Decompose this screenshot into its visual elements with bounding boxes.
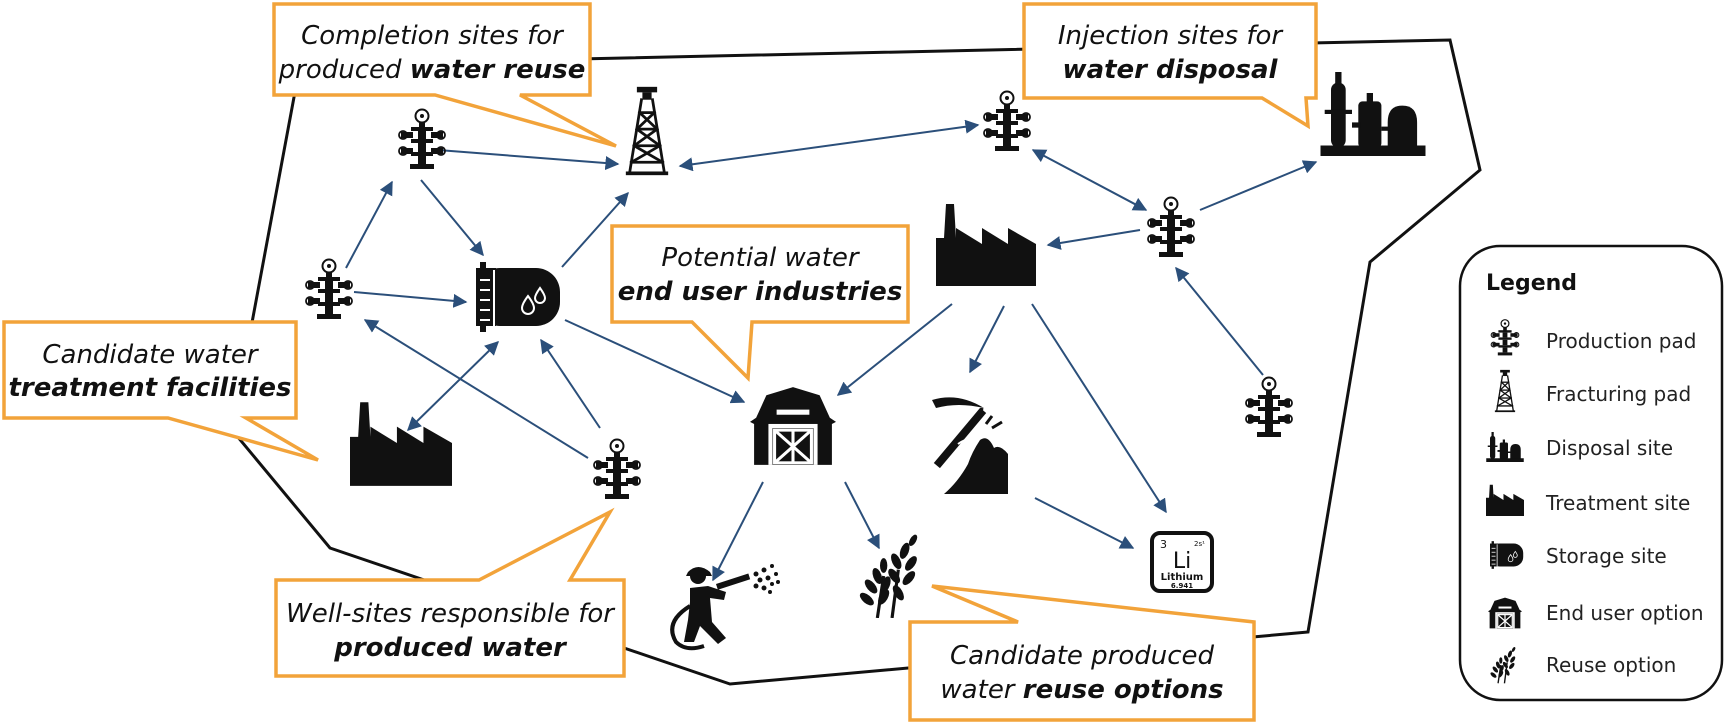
lithium-element-icon[interactable]: 3 2s¹ Li Lithium 6.941: [1150, 531, 1214, 593]
arrow: [540, 338, 601, 429]
arrow: [712, 481, 764, 582]
arrow: [561, 191, 629, 268]
refinery-icon[interactable]: [1320, 72, 1426, 156]
callout-box-wellsites: [274, 507, 626, 678]
arrow: [345, 180, 393, 269]
callout-wellsites-line2: produced water: [333, 633, 568, 663]
legend-label-enduser: End user option: [1546, 601, 1704, 625]
legend: Legend Production pad Fracturing pad Dis…: [1458, 244, 1724, 702]
callout-enduser-line1: Potential water: [661, 243, 860, 273]
legend-box: [1458, 244, 1724, 702]
legend-label-disposal: Disposal site: [1546, 436, 1673, 460]
callout-box-treatment: [2, 320, 319, 462]
callout-box-enduser: [610, 224, 910, 382]
legend-label-production: Production pad: [1546, 329, 1696, 353]
callout-wellsites-line1: Well-sites responsible for: [286, 599, 616, 629]
legend-label-treatment: Treatment site: [1545, 491, 1690, 515]
arrow: [1175, 266, 1264, 376]
callout-box-completion: [272, 2, 617, 148]
callout-treatment-line2: treatment facilities: [8, 373, 291, 403]
map-icons: 3 2s¹ Li Lithium 6.941: [305, 72, 1426, 648]
arrow: [1031, 149, 1148, 211]
pickaxe-icon[interactable]: [930, 395, 1010, 494]
wellhead-icon[interactable]: [1147, 196, 1195, 258]
arrow: [969, 305, 1005, 374]
arrow: [1031, 303, 1167, 514]
wellhead-icon[interactable]: [983, 90, 1031, 152]
arrow: [564, 319, 746, 404]
wellhead-icon[interactable]: [593, 438, 641, 500]
legend-label-fracturing: Fracturing pad: [1546, 382, 1691, 406]
legend-label-reuse: Reuse option: [1546, 653, 1676, 677]
region-boundary: [230, 38, 1482, 686]
callout-completion-line2: produced water reuse: [278, 55, 586, 85]
firefighter-icon[interactable]: [672, 564, 780, 648]
arrow: [353, 291, 468, 308]
arrow: [363, 319, 589, 459]
arrow: [406, 341, 500, 431]
legend-tank-icon: [1490, 541, 1524, 569]
callout-injection-line2: water disposal: [1063, 55, 1279, 85]
callout-texts: Completion sites for produced water reus…: [8, 21, 1284, 705]
arrow: [844, 481, 880, 550]
arrow: [678, 119, 980, 172]
arrow: [1046, 229, 1141, 250]
arrow: [437, 149, 620, 171]
callouts: [2, 2, 1318, 722]
arrow: [1034, 497, 1135, 549]
factory-icon[interactable]: [936, 204, 1036, 286]
callout-enduser-line2: end user industries: [618, 277, 903, 307]
wellhead-icon[interactable]: [398, 108, 446, 170]
flow-arrows: [345, 119, 1318, 582]
factory-icon[interactable]: [350, 402, 452, 486]
lithium-config: 2s¹: [1194, 540, 1205, 548]
lithium-number: 3: [1160, 538, 1167, 551]
arrow: [420, 179, 484, 257]
tank-icon[interactable]: [476, 262, 561, 332]
legend-title: Legend: [1486, 271, 1577, 296]
legend-label-storage: Storage site: [1546, 544, 1667, 568]
callout-completion-line1: Completion sites for: [301, 21, 565, 51]
callout-treatment-line1: Candidate water: [42, 340, 260, 370]
barn-icon[interactable]: [750, 386, 836, 466]
callout-reuse-line2: water reuse options: [940, 675, 1223, 705]
lithium-name: Lithium: [1161, 572, 1204, 583]
lithium-symbol: Li: [1173, 549, 1191, 574]
arrow: [836, 303, 953, 396]
derrick-icon[interactable]: [624, 85, 670, 177]
wellhead-icon[interactable]: [305, 258, 353, 320]
wheat-icon[interactable]: [856, 533, 921, 618]
callout-box-injection: [1022, 2, 1318, 130]
callout-box-reuse: [908, 584, 1256, 722]
callout-injection-line1: Injection sites for: [1058, 21, 1285, 51]
callout-reuse-line1: Candidate produced: [950, 641, 1215, 671]
arrow: [1199, 160, 1318, 211]
wellhead-icon[interactable]: [1245, 376, 1293, 438]
lithium-mass: 6.941: [1171, 582, 1193, 590]
